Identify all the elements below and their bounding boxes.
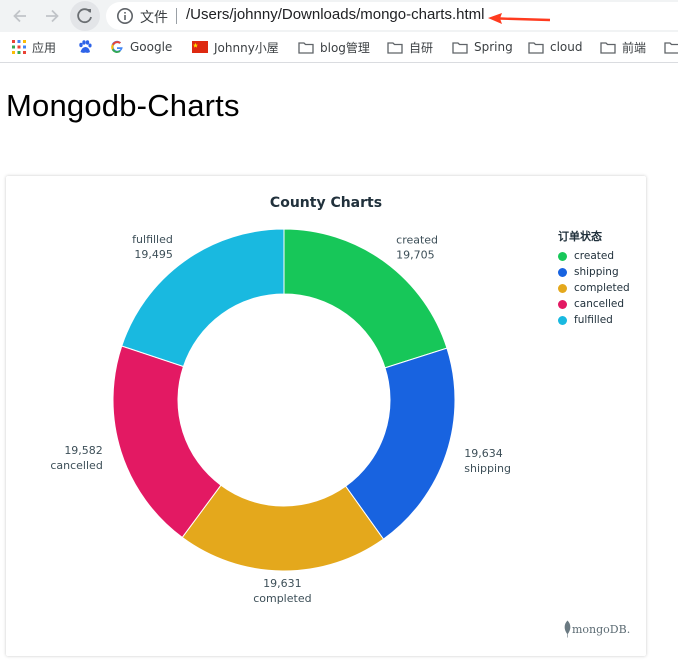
legend-item-fulfilled[interactable]: fulfilled <box>558 312 630 328</box>
annotation-arrow-icon <box>488 13 551 24</box>
slice-category-label-fulfilled: fulfilled <box>132 233 173 246</box>
slice-category-label-cancelled: cancelled <box>50 459 102 472</box>
bookmark-label: Johnny小屋 <box>214 40 279 55</box>
legend-item-created[interactable]: created <box>558 248 630 264</box>
bookmark-label: 前端 <box>622 40 647 55</box>
slice-category-label-completed: completed <box>253 592 311 605</box>
baidu-paw-icon <box>77 39 93 55</box>
legend-label: fulfilled <box>574 314 613 326</box>
legend-dot-icon <box>558 251 567 261</box>
slice-category-label-shipping: shipping <box>464 462 511 475</box>
chart-legend: 订单状态 created shipping completed cancelled fu… <box>558 228 630 328</box>
chart-title: County Charts <box>269 195 383 211</box>
slice-value-label-shipping: 19,634 <box>464 447 503 460</box>
donut-slice-completed[interactable] <box>181 484 385 572</box>
apps-grid-icon <box>12 40 26 54</box>
bookmark-overflow[interactable] <box>664 38 678 56</box>
slice-value-label-fulfilled: 19,495 <box>134 248 173 261</box>
bookmark-spring[interactable]: Spring <box>452 38 513 56</box>
bookmark-google[interactable]: Google <box>110 38 172 56</box>
folder-icon <box>452 41 468 54</box>
legend-label: shipping <box>574 266 619 278</box>
bookmark-cloud[interactable]: cloud <box>528 38 583 56</box>
bookmark-ziyan[interactable]: 自研 <box>387 38 433 56</box>
legend-label: completed <box>574 282 630 294</box>
folder-icon <box>600 41 616 54</box>
bookmark-label: Google <box>130 40 173 54</box>
slice-value-label-created: 19,705 <box>396 249 435 262</box>
forward-button[interactable] <box>40 4 64 28</box>
legend-dot-icon <box>558 299 567 309</box>
browser-toolbar: 文件 /Users/johnny/Downloads/mongo-charts.… <box>0 0 678 32</box>
legend-item-completed[interactable]: completed <box>558 280 630 296</box>
legend-label: cancelled <box>574 298 625 310</box>
bookmarks-bar: 应用 Google Johnny <box>0 32 678 63</box>
bookmark-label: 应用 <box>32 40 57 55</box>
folder-icon <box>664 41 678 54</box>
folder-icon <box>298 41 314 54</box>
folder-icon <box>387 41 403 54</box>
legend-title: 订单状态 <box>558 230 602 243</box>
arrow-right-icon <box>46 9 59 23</box>
arrow-left-icon <box>13 9 26 23</box>
legend-dot-icon <box>558 315 567 325</box>
mongodb-leaf-icon <box>564 620 571 638</box>
back-button[interactable] <box>8 4 32 28</box>
bookmark-label: blog管理 <box>320 40 370 55</box>
bookmark-johnny[interactable]: Johnny小屋 <box>192 38 279 56</box>
mongodb-logo: mongoDB. <box>563 620 630 638</box>
slice-value-label-completed: 19,631 <box>263 577 302 590</box>
mongodb-logo-text: mongoDB. <box>572 622 631 636</box>
reload-button[interactable] <box>70 1 100 31</box>
url-text[interactable]: /Users/johnny/Downloads/mongo-charts.htm… <box>186 6 485 23</box>
slice-category-label-created: created <box>396 234 438 247</box>
slice-value-label-cancelled: 19,582 <box>64 444 103 457</box>
bookmark-label: Spring <box>474 40 513 54</box>
address-separator <box>176 8 177 24</box>
bookmark-apps[interactable]: 应用 <box>12 38 56 56</box>
google-icon <box>110 40 124 54</box>
legend-dot-icon <box>558 283 567 293</box>
china-flag-icon <box>192 41 208 53</box>
folder-icon <box>528 41 544 54</box>
file-chip-label: 文件 <box>140 10 168 26</box>
legend-dot-icon <box>558 267 567 277</box>
bookmark-baidu[interactable] <box>77 38 99 56</box>
bookmark-frontend[interactable]: 前端 <box>600 38 646 56</box>
legend-item-shipping[interactable]: shipping <box>558 264 630 280</box>
address-bar[interactable]: 文件 /Users/johnny/Downloads/mongo-charts.… <box>106 2 678 30</box>
donut-slice-fulfilled[interactable] <box>121 228 285 368</box>
legend-label: created <box>574 250 614 262</box>
reload-icon <box>77 8 92 24</box>
bookmark-label: 自研 <box>409 40 434 55</box>
bookmark-blog[interactable]: blog管理 <box>298 38 370 56</box>
page-title: Mongodb-Charts <box>6 88 240 123</box>
info-icon[interactable] <box>116 7 134 25</box>
legend-item-cancelled[interactable]: cancelled <box>558 296 630 312</box>
bookmark-label: cloud <box>550 40 583 54</box>
